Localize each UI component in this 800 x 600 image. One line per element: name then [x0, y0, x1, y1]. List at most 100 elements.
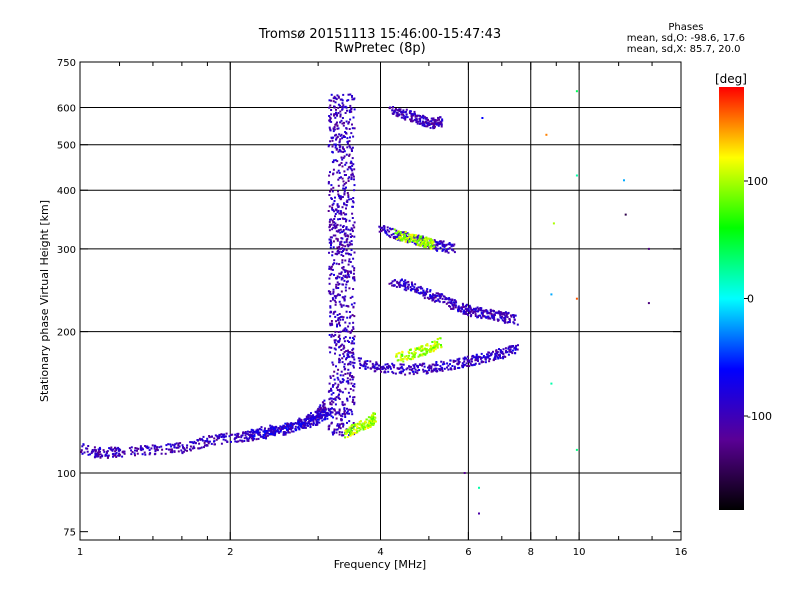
data-point	[285, 431, 288, 434]
data-point	[647, 302, 650, 305]
data-point	[346, 137, 349, 140]
data-point	[329, 300, 332, 303]
data-point	[205, 440, 208, 443]
data-point	[328, 223, 331, 226]
data-point	[381, 366, 384, 369]
data-point	[499, 316, 502, 319]
data-point	[356, 426, 359, 429]
data-point	[447, 251, 450, 254]
data-point	[337, 383, 340, 386]
data-point	[457, 359, 460, 362]
data-point	[414, 113, 416, 116]
data-point	[334, 403, 337, 406]
data-point	[408, 354, 410, 357]
data-point	[413, 234, 416, 237]
data-point	[392, 364, 395, 367]
data-point	[465, 362, 468, 365]
data-point	[226, 441, 229, 443]
data-point	[376, 368, 378, 371]
data-point	[384, 368, 387, 371]
data-point	[223, 433, 226, 436]
data-point	[438, 300, 441, 303]
data-point	[348, 287, 351, 290]
data-point	[224, 435, 227, 438]
data-point	[353, 361, 356, 364]
data-point	[333, 200, 336, 202]
data-point	[335, 365, 337, 368]
data-point	[333, 339, 336, 342]
data-point	[265, 432, 268, 435]
data-point	[300, 420, 303, 423]
data-point	[342, 296, 345, 299]
data-point	[115, 456, 118, 458]
data-point	[94, 453, 97, 456]
data-point	[335, 320, 338, 323]
data-point	[139, 447, 142, 449]
data-point	[462, 303, 464, 306]
data-point	[405, 355, 408, 357]
data-point	[193, 440, 196, 443]
data-point	[452, 360, 455, 363]
data-point	[352, 116, 355, 119]
data-point	[478, 486, 480, 489]
data-point	[433, 247, 436, 250]
data-point	[351, 157, 354, 160]
data-point	[368, 424, 371, 427]
data-point	[346, 377, 349, 380]
data-point	[402, 109, 405, 112]
data-point	[331, 407, 333, 410]
data-point	[344, 274, 347, 277]
data-point	[399, 371, 402, 374]
data-point	[169, 448, 172, 451]
data-point	[436, 346, 439, 349]
data-point	[413, 242, 416, 245]
data-point	[357, 357, 360, 360]
data-point	[414, 240, 417, 243]
data-point	[394, 235, 397, 238]
data-point	[341, 247, 344, 250]
grid-lines	[80, 62, 681, 540]
data-point	[449, 298, 452, 301]
data-point	[349, 233, 352, 236]
data-point	[395, 229, 398, 232]
data-point	[411, 288, 414, 291]
data-point	[487, 315, 490, 318]
data-point	[421, 122, 424, 125]
data-point	[398, 281, 401, 284]
data-point	[231, 433, 234, 436]
data-point	[316, 418, 319, 421]
data-point	[423, 125, 426, 128]
data-point	[425, 352, 428, 355]
data-point	[339, 423, 341, 426]
data-point	[210, 442, 213, 445]
data-point	[294, 425, 297, 428]
data-point	[331, 137, 333, 140]
data-point	[348, 140, 351, 143]
data-point	[346, 397, 349, 400]
data-point	[401, 231, 404, 234]
data-point	[449, 243, 452, 246]
data-point	[441, 297, 444, 300]
data-point	[345, 106, 348, 109]
data-point	[269, 429, 272, 432]
data-point	[426, 290, 429, 293]
data-point	[333, 311, 335, 314]
data-point	[335, 262, 338, 265]
data-point	[290, 428, 292, 431]
data-point	[247, 433, 250, 436]
data-point	[433, 124, 435, 127]
data-point	[342, 347, 345, 350]
data-point	[334, 333, 337, 336]
data-point	[408, 352, 411, 354]
data-point	[475, 353, 478, 356]
data-point	[350, 178, 353, 181]
data-point	[508, 318, 511, 321]
data-point	[454, 360, 457, 363]
data-point	[247, 438, 250, 441]
data-point	[416, 122, 419, 125]
data-point	[467, 314, 470, 317]
data-point	[414, 235, 417, 238]
data-point	[474, 310, 477, 313]
data-point	[503, 318, 506, 321]
data-point	[343, 410, 346, 413]
